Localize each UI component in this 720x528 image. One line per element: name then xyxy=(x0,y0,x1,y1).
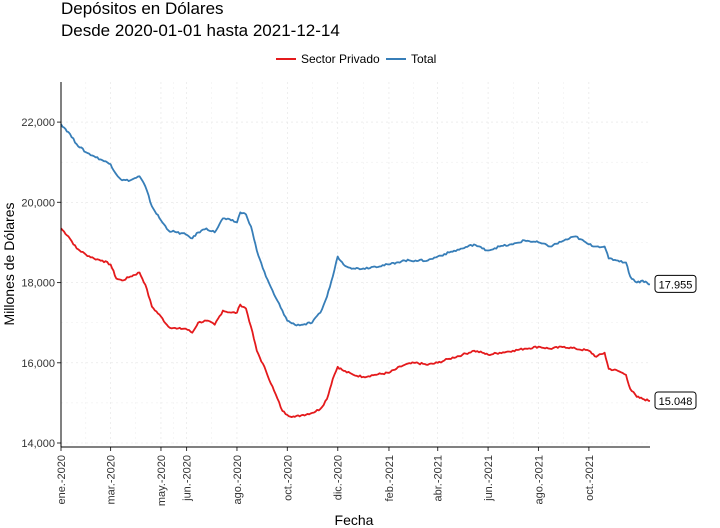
y-axis-ticks: 14,000 16,000 18,000 20,000 22,000 xyxy=(21,117,61,450)
y-tick-label: 18,000 xyxy=(21,278,55,290)
x-tick-label: ago.-2021 xyxy=(533,455,545,505)
y-tick-label: 22,000 xyxy=(21,117,55,129)
series-line-sector-privado xyxy=(60,227,651,418)
x-tick-label: jun.-2021 xyxy=(483,455,495,502)
x-tick-label: ago.-2020 xyxy=(232,455,244,505)
y-tick-label: 20,000 xyxy=(21,197,55,209)
legend: Sector Privado Total xyxy=(276,52,436,66)
series-lines xyxy=(60,123,651,418)
x-tick-label: oct.-2021 xyxy=(584,455,596,501)
x-tick-label: feb.-2021 xyxy=(384,455,396,501)
y-axis-title: Millones de Dólares xyxy=(1,203,17,326)
x-tick-label: abr.-2021 xyxy=(433,455,445,501)
chart-title: Depósitos en Dólares xyxy=(61,0,224,18)
chart-subtitle: Desde 2020-01-01 hasta 2021-12-14 xyxy=(61,21,340,40)
series-line-total xyxy=(60,123,651,327)
x-tick-label: may.-2020 xyxy=(156,455,168,506)
end-label-value: 15.048 xyxy=(659,396,693,408)
end-labels: 15.048 17.955 xyxy=(654,274,697,410)
legend-label-total: Total xyxy=(411,52,436,66)
legend-label-sector-privado: Sector Privado xyxy=(301,52,380,66)
y-tick-label: 16,000 xyxy=(21,358,55,370)
x-tick-label: dic.-2020 xyxy=(333,455,345,500)
x-tick-label: ene.-2020 xyxy=(56,455,68,505)
x-tick-label: jun.-2020 xyxy=(182,455,194,502)
end-label-box xyxy=(654,391,697,410)
y-tick-label: 14,000 xyxy=(21,438,55,450)
x-axis-ticks: ene.-2020 mar.-2020 may.-2020 jun.-2020 ago.… xyxy=(56,447,596,506)
x-tick-label: mar.-2020 xyxy=(106,455,118,505)
end-label-value: 17.955 xyxy=(659,279,693,291)
grid-lines xyxy=(60,82,650,447)
end-label-box xyxy=(654,274,697,293)
x-axis-title: Fecha xyxy=(335,512,374,528)
x-tick-label: oct.-2020 xyxy=(282,455,294,501)
